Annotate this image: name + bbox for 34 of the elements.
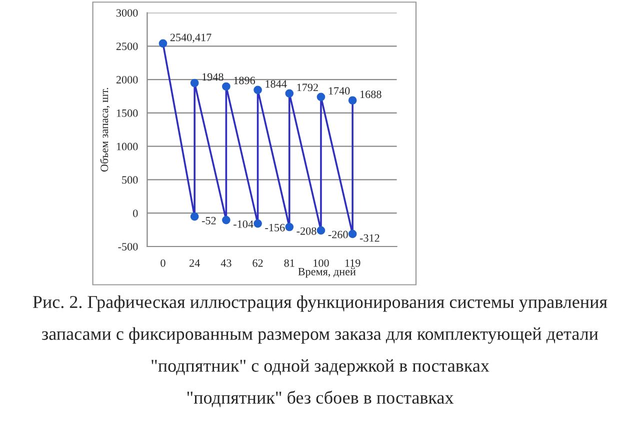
y-tick-label: 2000 <box>116 76 138 84</box>
y-axis-title: Объем запаса, шт. <box>100 88 110 172</box>
x-axis-title: Время, дней <box>298 268 356 278</box>
data-label: 2540,417 <box>170 34 212 43</box>
text: "подпятник" без сбоев в поставках <box>187 390 454 408</box>
text: запасами с фиксированным размером заказа для комплектующей детали <box>42 327 598 344</box>
y-tick-label: 0 <box>133 210 138 218</box>
text: Рис. 2. Графическая иллюстрация функционирования системы управления <box>32 295 608 312</box>
data-label: 1948 <box>202 73 224 81</box>
data-label: -260 <box>328 230 348 238</box>
x-tick-label: 24 <box>190 259 200 267</box>
y-tick-label: 1000 <box>116 142 138 150</box>
x-tick-label: 100 <box>314 259 329 267</box>
x-tick-label: 62 <box>252 259 263 267</box>
data-label: 1740 <box>328 87 350 95</box>
y-tick-label: 500 <box>122 176 138 184</box>
text: "подпятник" с одной задержкой в поставках <box>152 359 490 376</box>
x-tick-label: 0 <box>160 259 166 267</box>
y-tick-label: -500 <box>118 242 138 250</box>
x-tick-label: 43 <box>220 259 232 267</box>
data-label: -312 <box>360 234 380 242</box>
data-label: -208 <box>296 227 316 235</box>
x-tick-label: 119 <box>345 259 360 267</box>
data-label: 1896 <box>234 76 256 84</box>
data-label: 1688 <box>360 90 382 98</box>
data-label: 1844 <box>266 80 287 88</box>
y-tick-label: 1500 <box>116 109 138 117</box>
x-tick-label: 81 <box>284 259 294 267</box>
data-label: -52 <box>202 216 216 224</box>
data-label: -156 <box>265 224 285 232</box>
data-label: -104 <box>234 220 254 228</box>
y-tick-label: 3000 <box>116 9 138 17</box>
y-tick-label: 2500 <box>116 42 138 50</box>
data-label: 1792 <box>297 84 318 92</box>
